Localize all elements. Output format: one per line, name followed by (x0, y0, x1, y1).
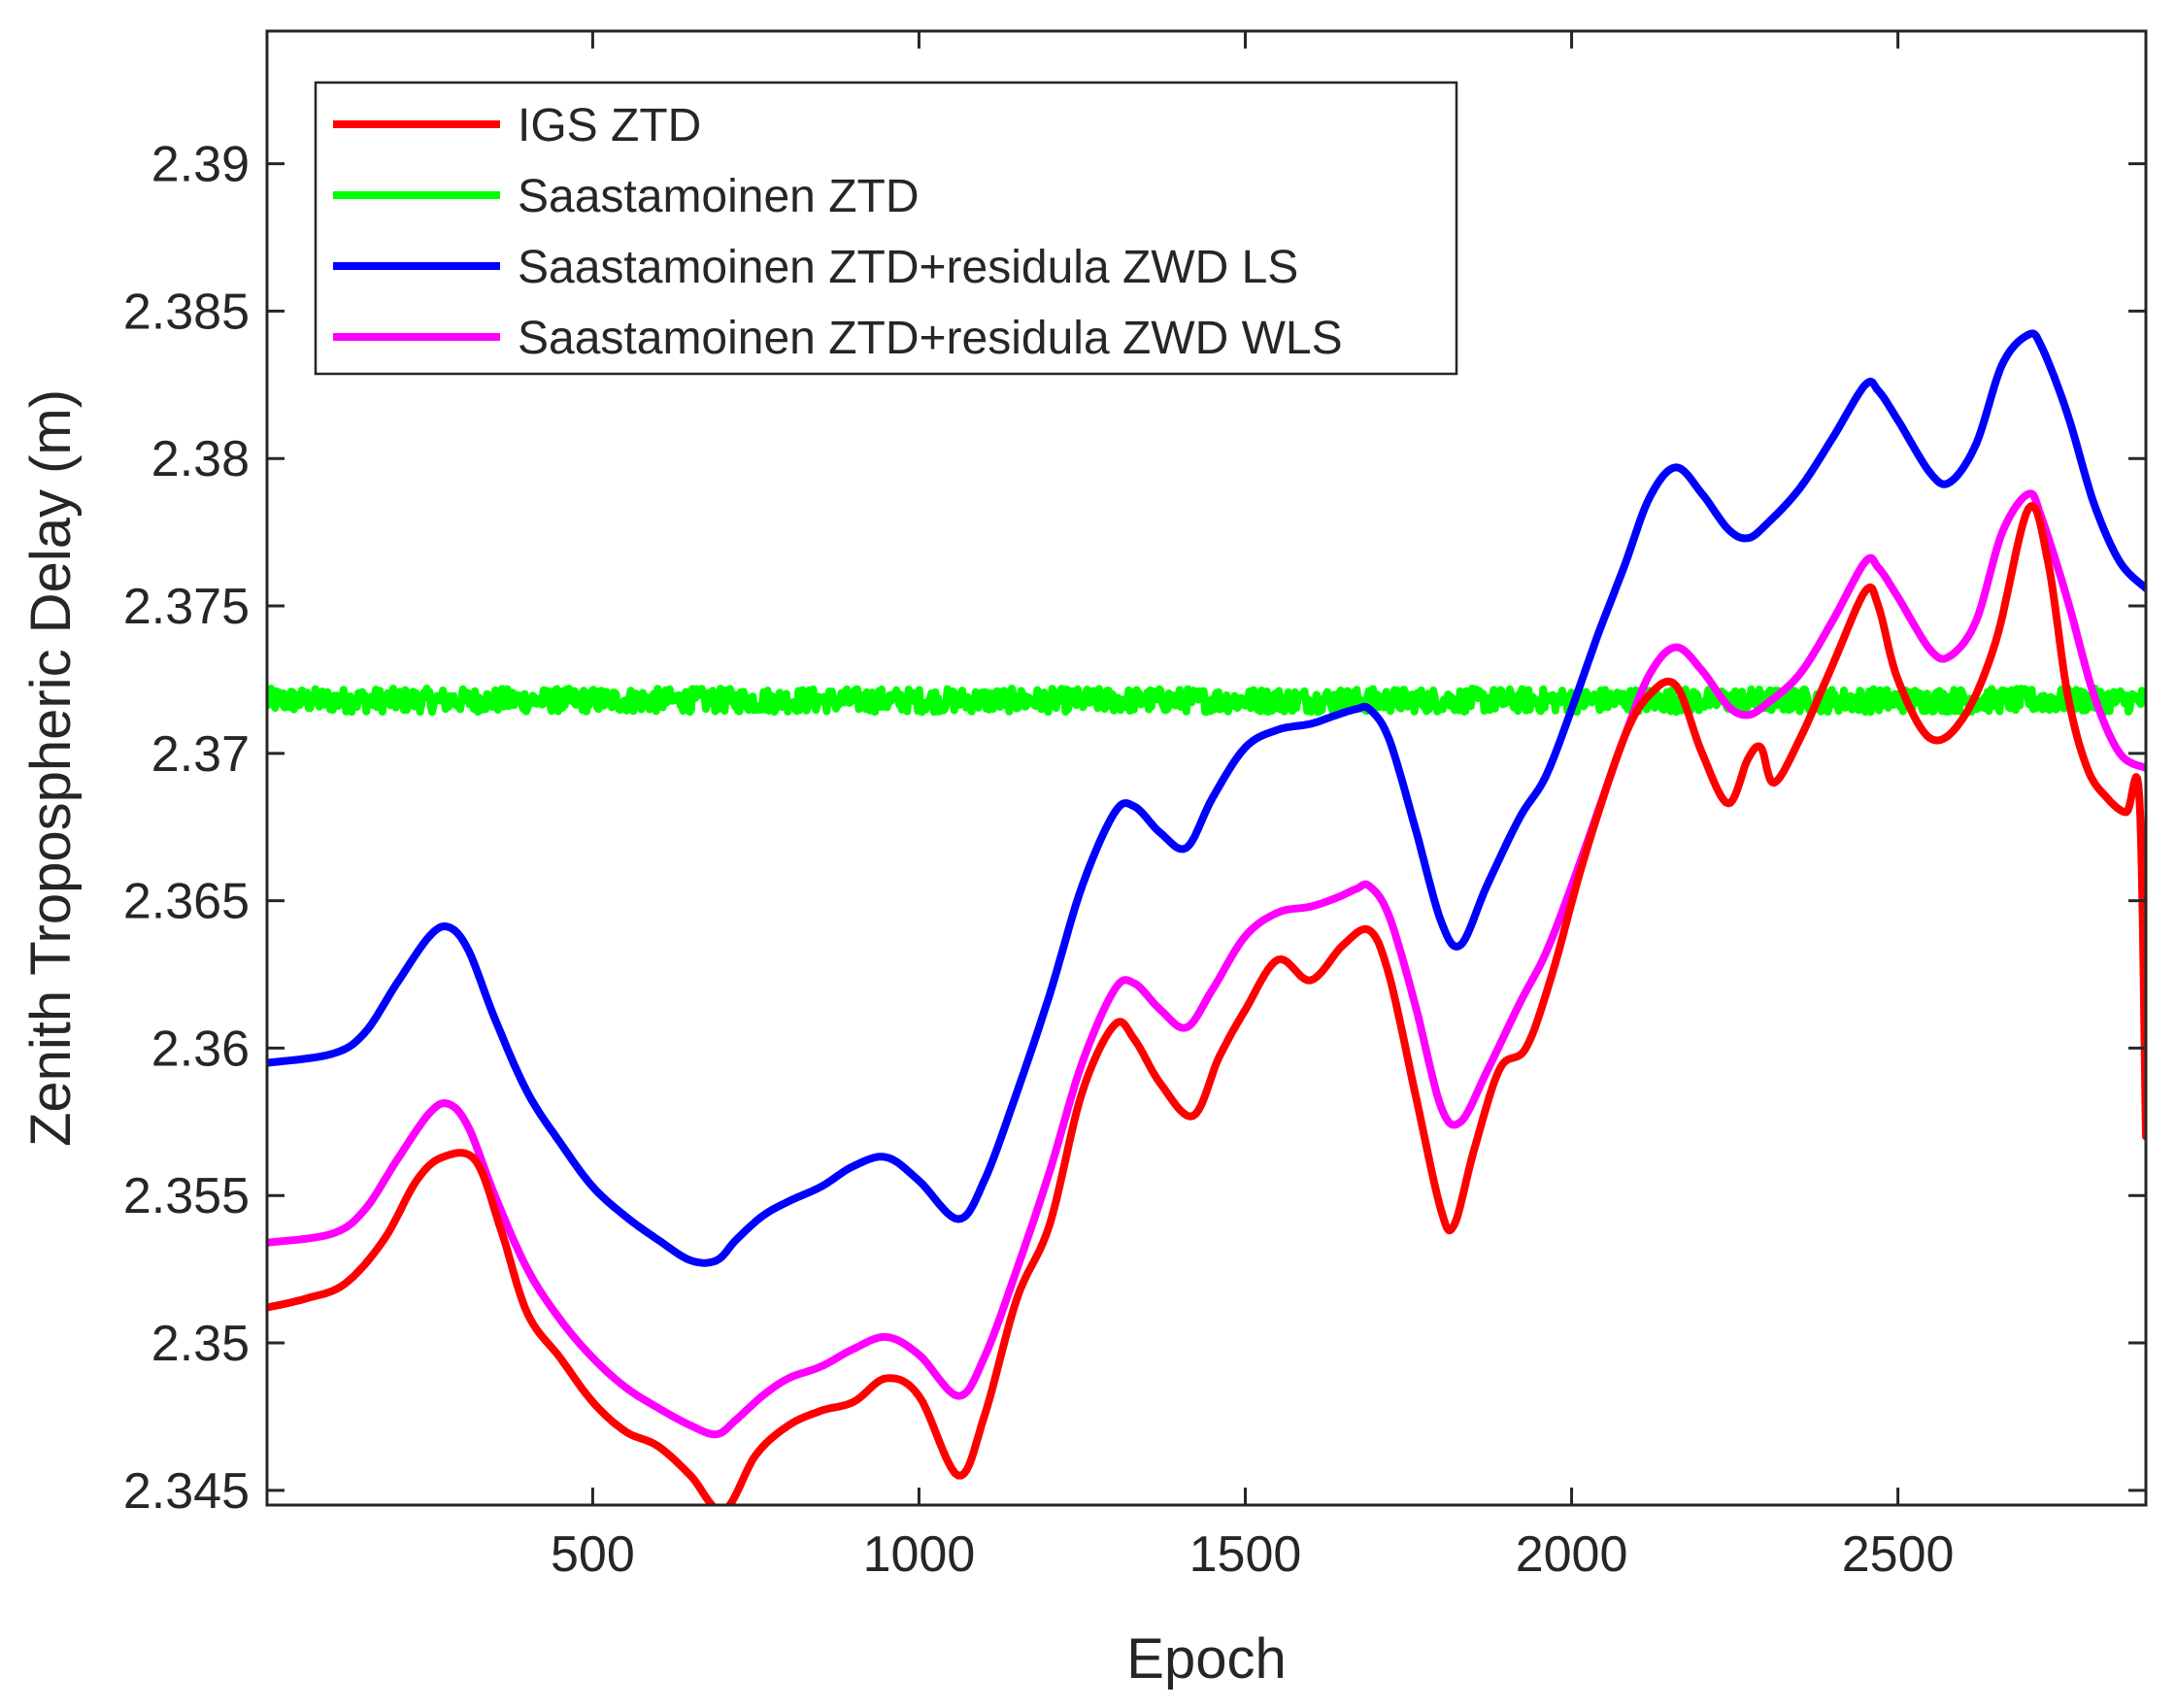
series-layer (267, 329, 2146, 1505)
x-tick-label: 2000 (1516, 1526, 1628, 1583)
y-tick-label: 2.36 (151, 1021, 250, 1077)
x-tick-label: 500 (551, 1526, 635, 1583)
y-tick-label: 2.345 (123, 1463, 250, 1520)
y-tick-label: 2.375 (123, 579, 250, 635)
y-tick-label: 2.39 (151, 137, 250, 193)
legend-box (314, 81, 1458, 376)
x-axis-label: Epoch (1126, 1627, 1286, 1691)
series-line-saastamoinen-ztd (267, 685, 2146, 717)
legend: IGS ZTD Saastamoinen ZTD Saastamoinen ZT… (314, 81, 1458, 376)
legend-label-igs-ztd: IGS ZTD (518, 100, 701, 151)
y-axis: 2.345 2.35 2.355 2.36 2.365 2.37 2.375 2.38 2.38… (123, 137, 2146, 1520)
x-tick-label: 2500 (1842, 1526, 1955, 1583)
y-axis-label: Zenith Tropospheric Delay (m) (19, 389, 83, 1147)
series-line-saastamoinen-ztd-residula-zwd-wls (267, 489, 2146, 1439)
series-line-igs-ztd (267, 502, 2146, 1505)
x-tick-label: 1000 (863, 1526, 976, 1583)
x-tick-label: 1500 (1189, 1526, 1302, 1583)
legend-label-wls: Saastamoinen ZTD+residula ZWD WLS (518, 313, 1343, 364)
y-tick-label: 2.37 (151, 726, 250, 783)
axes-frame (265, 29, 2148, 1507)
series-line-saastamoinen-ztd-residula-zwd-ls (267, 329, 2146, 1267)
y-tick-label: 2.365 (123, 874, 250, 930)
y-tick-label: 2.355 (123, 1168, 250, 1224)
y-tick-label: 2.385 (123, 284, 250, 340)
x-axis: 500 1000 1500 2000 2500 (551, 31, 1954, 1583)
legend-label-ls: Saastamoinen ZTD+residula ZWD LS (518, 242, 1298, 293)
legend-label-saastamoinen-ztd: Saastamoinen ZTD (518, 171, 920, 222)
y-tick-label: 2.35 (151, 1316, 250, 1372)
y-tick-label: 2.38 (151, 431, 250, 487)
